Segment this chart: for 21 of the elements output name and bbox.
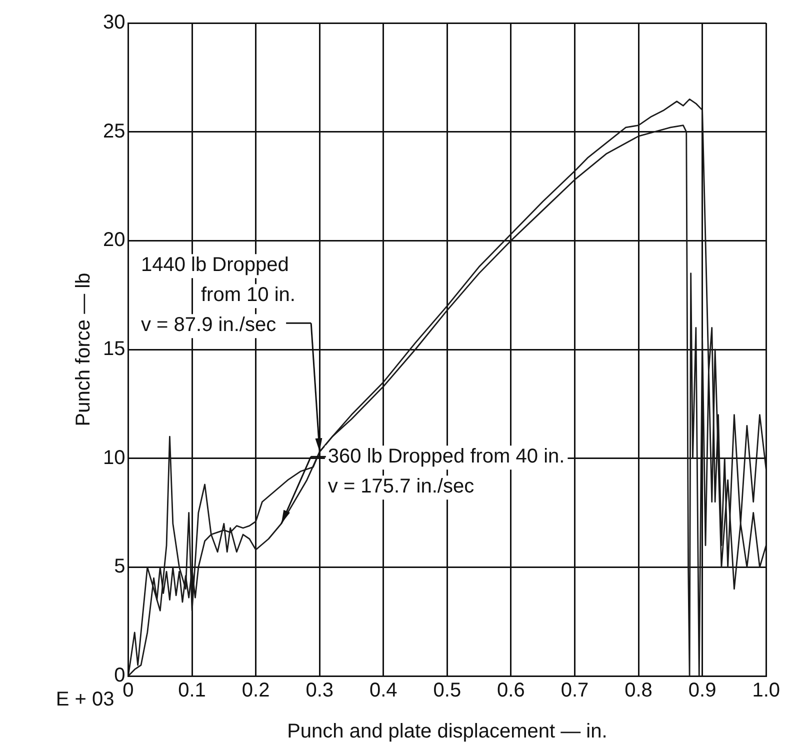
x-tick-label: 0.5 bbox=[433, 680, 462, 702]
x-tick-label: 1.0 bbox=[752, 680, 780, 702]
y-tick-label: 10 bbox=[102, 446, 126, 469]
y-tick-label: 25 bbox=[102, 120, 126, 142]
x-tick-label: 0.3 bbox=[306, 680, 334, 702]
x-tick-label: 0.1 bbox=[178, 680, 206, 702]
y-tick-label: 5 bbox=[114, 556, 126, 578]
x-tick-label: 0.7 bbox=[560, 680, 589, 702]
text: E + 03 bbox=[56, 688, 114, 711]
x-tick-label: 0.9 bbox=[688, 680, 716, 702]
y-tick-label: 20 bbox=[102, 229, 126, 252]
y-tick-label: 15 bbox=[102, 338, 126, 360]
x-axis-title: Punch and plate displacement — in. bbox=[287, 720, 608, 743]
y-axis-title: Punch force — lb bbox=[72, 272, 95, 426]
x-tick-label: 0.4 bbox=[369, 680, 398, 702]
annotation: 360 lb Dropped from 40 in. v = 175.7 in./sec bbox=[328, 446, 565, 498]
x-tick-label: 0.8 bbox=[624, 680, 652, 702]
x-tick-label: 0.6 bbox=[497, 680, 525, 702]
y-tick-label: 30 bbox=[102, 12, 126, 34]
x-tick-label: 0.2 bbox=[242, 680, 270, 702]
annotation: 1440 lb Dropped from 10 in. v = 87.9 in./sec bbox=[141, 254, 296, 336]
